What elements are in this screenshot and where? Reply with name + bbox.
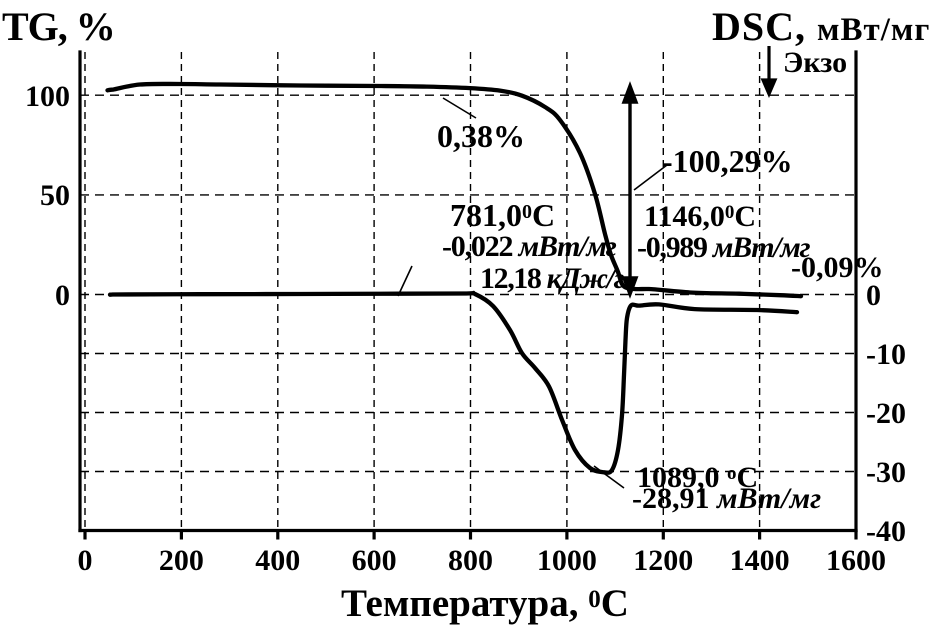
svg-text:50: 50 xyxy=(40,179,70,212)
svg-text:Экзо: Экзо xyxy=(783,46,847,79)
svg-text:781,00C: 781,00C xyxy=(450,197,555,233)
svg-text:TG, %: TG, % xyxy=(2,4,115,49)
svg-text:-0,022 мВт/мг: -0,022 мВт/мг xyxy=(442,230,617,263)
svg-text:-0,09%: -0,09% xyxy=(791,251,884,284)
svg-text:1400: 1400 xyxy=(730,544,790,577)
svg-text:-40: -40 xyxy=(866,515,906,548)
svg-text:600: 600 xyxy=(352,544,397,577)
svg-text:200: 200 xyxy=(159,544,204,577)
svg-text:800: 800 xyxy=(448,544,493,577)
svg-text:-30: -30 xyxy=(866,456,906,489)
svg-text:12,18 кДж/г: 12,18 кДж/г xyxy=(480,262,625,295)
svg-text:0: 0 xyxy=(55,279,70,312)
svg-text:1200: 1200 xyxy=(633,544,693,577)
svg-text:400: 400 xyxy=(255,544,300,577)
svg-text:100: 100 xyxy=(25,80,70,113)
svg-text:Температура, 0С: Температура, 0С xyxy=(341,582,629,625)
svg-text:0,38%: 0,38% xyxy=(437,118,525,154)
svg-text:-100,29%: -100,29% xyxy=(662,143,793,179)
svg-text:-10: -10 xyxy=(866,338,906,371)
svg-text:-28,91 мВт/мг: -28,91 мВт/мг xyxy=(632,482,821,515)
svg-text:-0,989 мВт/мг: -0,989 мВт/мг xyxy=(637,231,811,264)
svg-text:0: 0 xyxy=(78,544,93,577)
svg-text:1600: 1600 xyxy=(826,544,886,577)
svg-text:1000: 1000 xyxy=(537,544,597,577)
svg-text:1146,00C: 1146,00C xyxy=(644,200,756,233)
svg-text:-20: -20 xyxy=(866,397,906,430)
